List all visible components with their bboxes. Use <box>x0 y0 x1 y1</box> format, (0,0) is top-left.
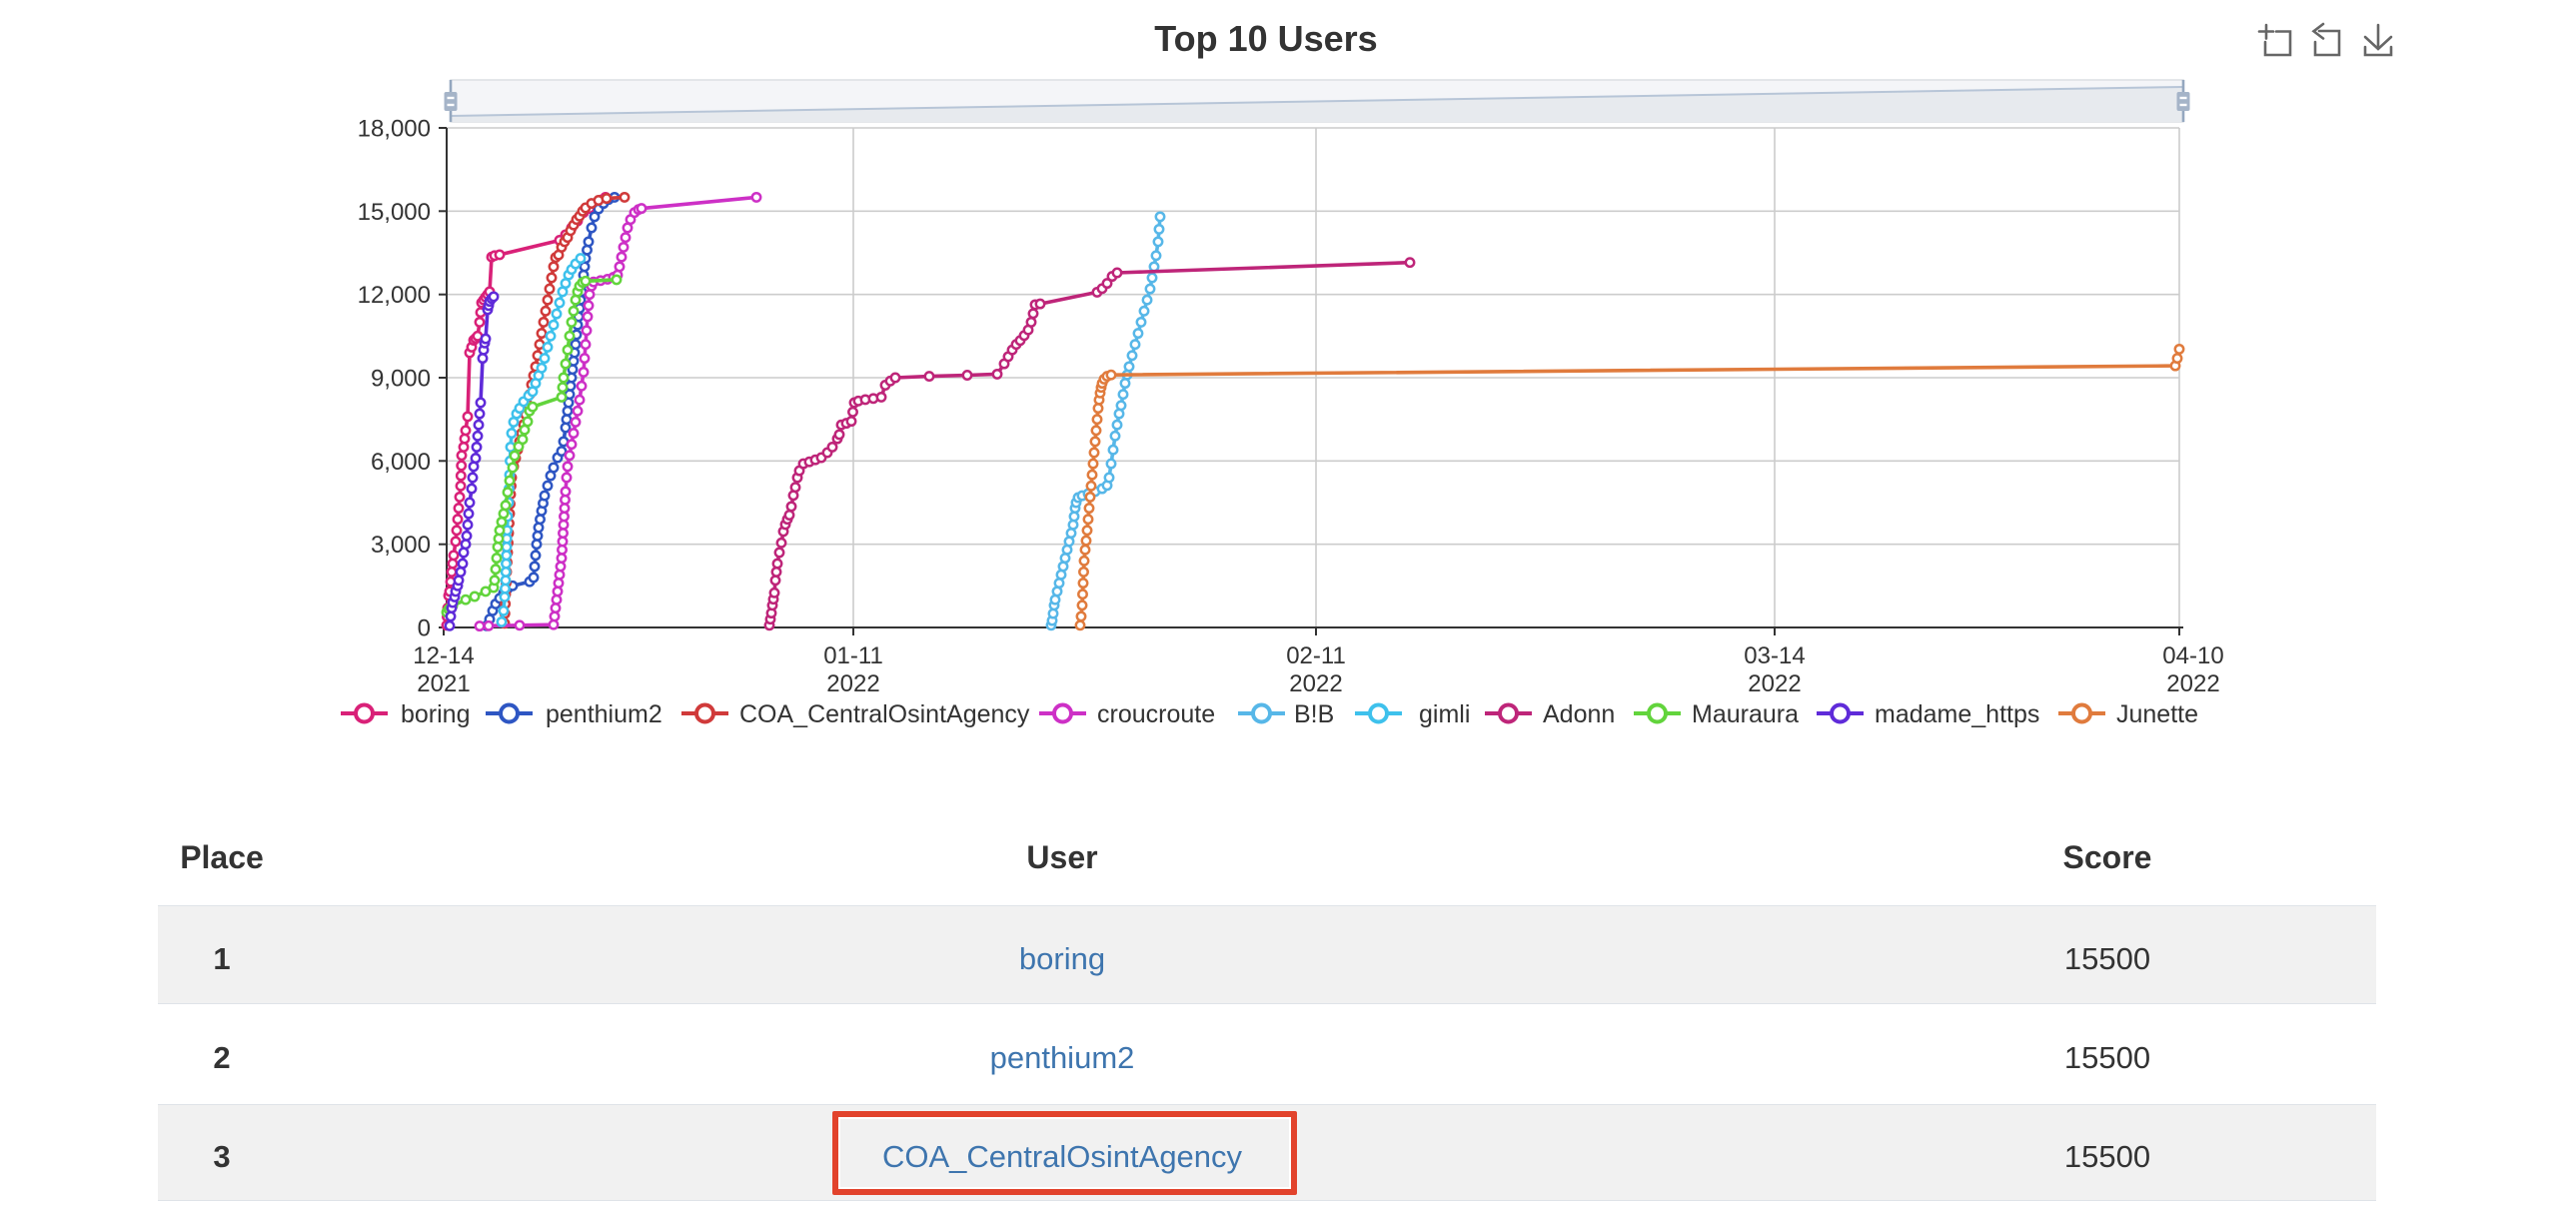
svg-text:Junette: Junette <box>2116 700 2198 728</box>
svg-text:croucroute: croucroute <box>1097 700 1215 728</box>
svg-text:Mauraura: Mauraura <box>1692 700 1799 728</box>
svg-text:Top 10 Users: Top 10 Users <box>1154 18 1377 59</box>
svg-text:2022: 2022 <box>826 670 879 697</box>
svg-text:boring: boring <box>401 700 471 728</box>
svg-text:12-14: 12-14 <box>413 642 474 669</box>
svg-text:03-14: 03-14 <box>1744 642 1805 669</box>
svg-text:04-10: 04-10 <box>2162 642 2223 669</box>
svg-text:gimli: gimli <box>1419 700 1470 728</box>
svg-text:2022: 2022 <box>1748 670 1801 697</box>
svg-text:12,000: 12,000 <box>358 282 431 309</box>
svg-text:3,000: 3,000 <box>371 532 431 559</box>
svg-text:15,000: 15,000 <box>358 199 431 226</box>
svg-text:6,000: 6,000 <box>371 449 431 476</box>
svg-text:madame_https: madame_https <box>1875 700 2039 728</box>
svg-text:0: 0 <box>418 615 431 642</box>
svg-text:COA_CentralOsintAgency: COA_CentralOsintAgency <box>739 700 1030 728</box>
svg-text:B!B: B!B <box>1294 700 1334 728</box>
svg-text:02-11: 02-11 <box>1286 642 1346 669</box>
svg-text:Adonn: Adonn <box>1543 700 1615 728</box>
svg-text:2021: 2021 <box>417 670 470 697</box>
svg-text:01-11: 01-11 <box>823 642 883 669</box>
svg-text:2022: 2022 <box>2166 670 2219 697</box>
svg-text:9,000: 9,000 <box>371 366 431 393</box>
svg-text:penthium2: penthium2 <box>546 700 662 728</box>
svg-text:18,000: 18,000 <box>358 116 431 143</box>
svg-text:2022: 2022 <box>1289 670 1342 697</box>
